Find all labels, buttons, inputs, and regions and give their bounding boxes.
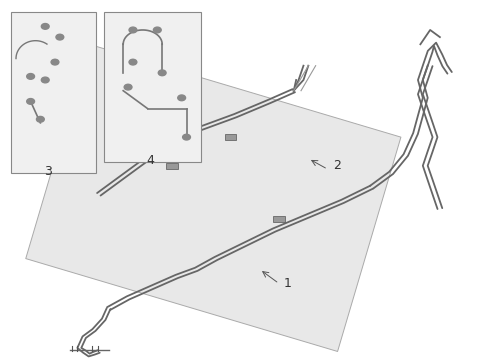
Circle shape <box>183 134 191 140</box>
Text: 2: 2 <box>333 159 341 172</box>
Polygon shape <box>26 44 401 351</box>
Bar <box>273 216 285 222</box>
Circle shape <box>27 73 34 79</box>
Bar <box>224 134 236 140</box>
Text: 1: 1 <box>284 277 292 290</box>
Text: 4: 4 <box>146 154 154 167</box>
Circle shape <box>158 70 166 76</box>
Circle shape <box>27 99 34 104</box>
Bar <box>11 12 97 173</box>
Circle shape <box>41 23 49 29</box>
Text: 3: 3 <box>44 165 51 177</box>
Circle shape <box>124 84 132 90</box>
Circle shape <box>56 34 64 40</box>
Circle shape <box>51 59 59 65</box>
Circle shape <box>129 59 137 65</box>
Circle shape <box>41 77 49 83</box>
Circle shape <box>178 95 186 101</box>
Circle shape <box>129 27 137 33</box>
Bar <box>104 12 201 162</box>
Circle shape <box>153 27 161 33</box>
Circle shape <box>36 116 44 122</box>
Bar <box>166 163 178 168</box>
